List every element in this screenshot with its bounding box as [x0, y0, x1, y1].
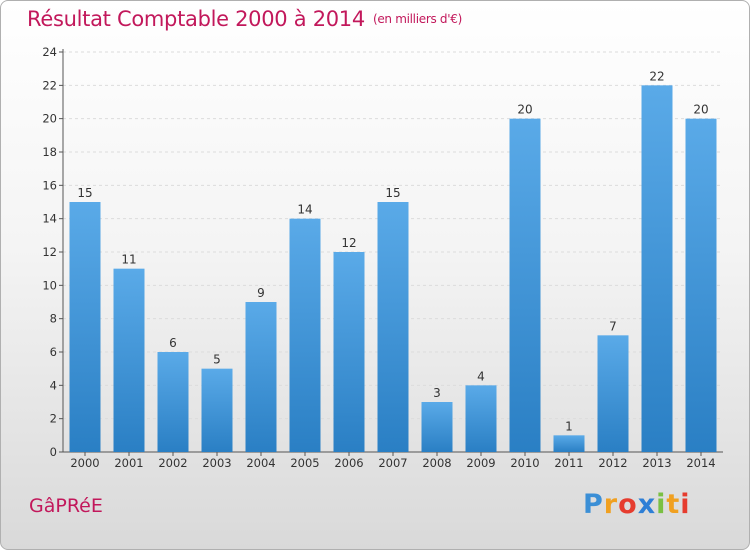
data-label-2005: 14: [297, 203, 312, 217]
y-tick-label-14: 14: [42, 212, 57, 226]
data-label-2007: 15: [385, 186, 400, 200]
bar-2001: [113, 268, 145, 452]
data-label-2010: 20: [517, 103, 532, 117]
proxiti-logo[interactable]: Proxiti: [583, 489, 691, 520]
bar-2003: [201, 368, 233, 452]
x-tick-label-2011: 2011: [554, 456, 583, 470]
logo-letter-1: P: [583, 489, 604, 520]
bar-2002: [157, 352, 189, 452]
bar-2009: [465, 385, 497, 452]
bar-layer: [69, 85, 717, 453]
bar-2007: [377, 202, 409, 452]
x-tick-label-2014: 2014: [686, 456, 715, 470]
x-tick-label-2005: 2005: [290, 456, 319, 470]
bar-2010: [509, 118, 541, 453]
logo-letter-6: t: [666, 489, 681, 520]
data-label-2014: 20: [693, 103, 708, 117]
data-label-2009: 4: [477, 369, 485, 383]
data-label-2001: 11: [121, 253, 136, 267]
x-tick-label-2008: 2008: [422, 456, 451, 470]
chart-title: Résultat Comptable 2000 à 2014 (en millie…: [27, 7, 462, 31]
y-tick-label-10: 10: [42, 278, 57, 292]
y-tick-label-4: 4: [50, 378, 57, 392]
x-tick-label-2000: 2000: [70, 456, 99, 470]
data-label-2012: 7: [609, 319, 617, 333]
y-tick-label-2: 2: [50, 412, 57, 426]
x-tick-label-2002: 2002: [158, 456, 187, 470]
data-label-2004: 9: [257, 286, 265, 300]
bar-2014: [685, 118, 717, 453]
commune-name: GâPRéE: [29, 495, 103, 517]
data-label-2006: 12: [341, 236, 356, 250]
x-tick-label-2007: 2007: [378, 456, 407, 470]
x-tick-label-2003: 2003: [202, 456, 231, 470]
y-tick-label-6: 6: [50, 345, 57, 359]
chart-unit-note: (en milliers d'€): [372, 12, 462, 26]
logo-letter-3: o: [618, 489, 638, 520]
data-label-2002: 6: [169, 336, 177, 350]
logo-letter-2: r: [603, 489, 619, 520]
data-label-2008: 3: [433, 386, 441, 400]
x-tick-label-2006: 2006: [334, 456, 363, 470]
y-tick-label-12: 12: [42, 245, 57, 259]
y-tick-label-8: 8: [50, 312, 57, 326]
data-label-2003: 5: [213, 353, 221, 367]
y-tick-label-18: 18: [42, 145, 57, 159]
logo-letter-5: i: [656, 489, 667, 520]
bar-2011: [553, 435, 585, 452]
bar-2005: [289, 218, 321, 452]
x-tick-label-2009: 2009: [466, 456, 495, 470]
x-tick-label-2004: 2004: [246, 456, 275, 470]
bar-2008: [421, 402, 453, 452]
logo-letter-7: i: [680, 489, 691, 520]
logo-letter-4: x: [637, 489, 657, 520]
data-label-2013: 22: [649, 69, 664, 83]
x-tick-label-2010: 2010: [510, 456, 539, 470]
bar-2012: [597, 335, 629, 452]
bar-2013: [641, 85, 673, 452]
x-tick-label-2013: 2013: [642, 456, 671, 470]
x-tick-label-2012: 2012: [598, 456, 627, 470]
y-tick-label-0: 0: [50, 445, 57, 459]
data-label-2011: 1: [565, 419, 573, 433]
y-tick-label-22: 22: [42, 78, 57, 92]
bar-2004: [245, 302, 277, 452]
chart-title-text: Résultat Comptable 2000 à 2014: [27, 7, 365, 31]
label-layer: 1520001120016200252003920041420051220061…: [70, 69, 715, 470]
bar-2006: [333, 252, 365, 452]
y-tick-label-24: 24: [42, 45, 57, 59]
x-tick-label-2001: 2001: [114, 456, 143, 470]
y-tick-label-20: 20: [42, 112, 57, 126]
bar-2000: [69, 202, 101, 452]
data-label-2000: 15: [77, 186, 92, 200]
y-tick-label-16: 16: [42, 178, 57, 192]
